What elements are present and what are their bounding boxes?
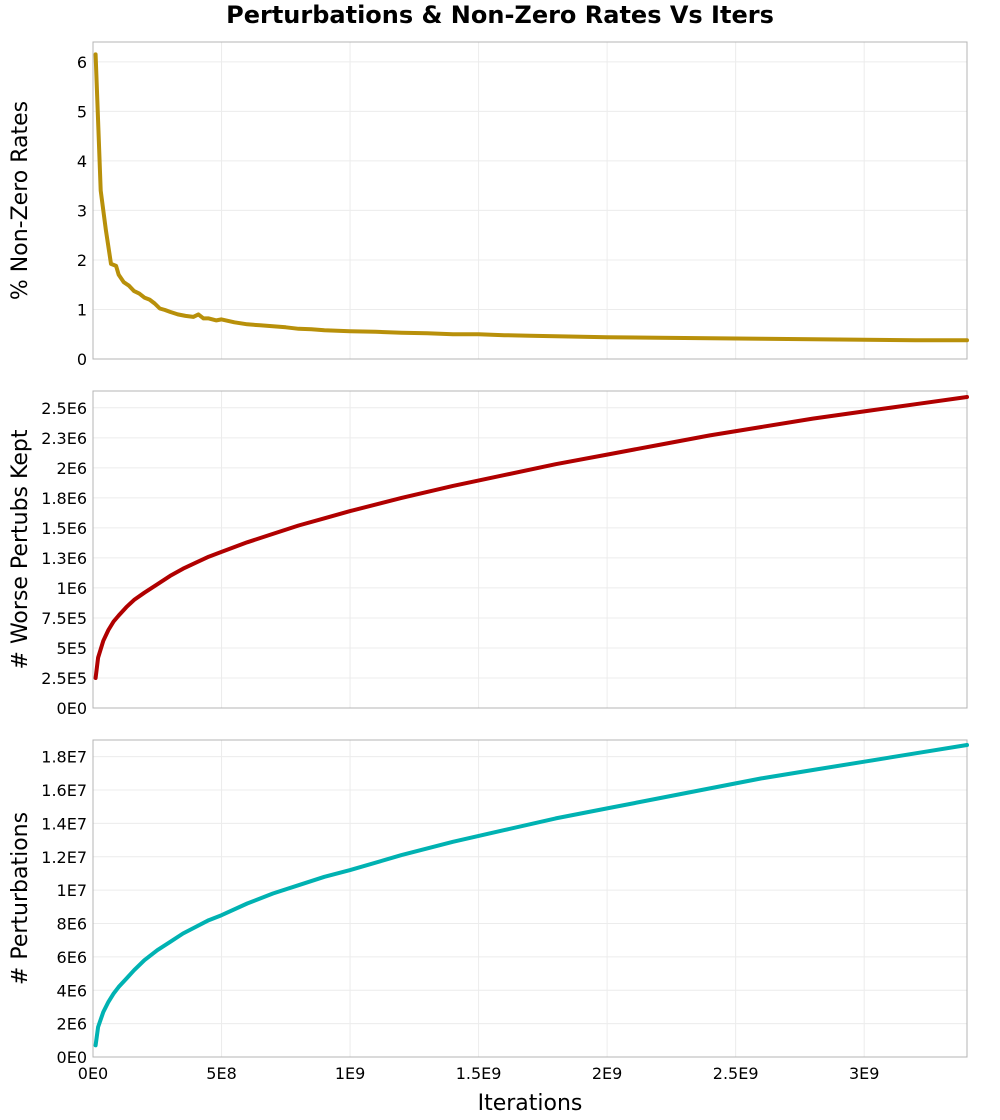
y-tick-label: 1 [77,300,87,319]
y-tick-label: 2E6 [57,459,87,478]
y-tick-label: 6E6 [57,948,87,967]
y-tick-label: 4 [77,152,87,171]
y-tick-label: 1.2E7 [41,848,87,867]
panel-nonzero-rates: 0 1 2 3 4 5 6 % Non-Zero Rates [8,41,969,369]
y-tick-label: 5 [77,102,87,121]
panel-worse-pertubs-kept: 0E0 2.5E5 5E5 7.5E5 1E6 1.3E6 1.5E6 1.8E6 2E6 2.3… [8,390,969,718]
y-axis-label: % Non-Zero Rates [8,101,33,300]
y-tick-label: 5E5 [57,639,87,658]
plot-frame [92,41,968,360]
x-axis-label: Iterations [478,1091,583,1116]
series-line [93,743,969,1048]
x-tick-label: 5E8 [206,1064,236,1083]
y-tick-label: 7.5E5 [41,609,87,628]
y-tick-label: 2.3E6 [41,429,87,448]
y-axis-label: # Worse Pertubs Kept [8,429,33,669]
plot-frame [92,390,968,709]
y-tick-label: 0E0 [57,1048,87,1067]
y-tick-label: 1.5E6 [41,519,87,538]
y-tick-label: 1.4E7 [41,814,87,833]
x-tick-label: 1.5E9 [456,1064,502,1083]
x-tick-label: 0E0 [78,1064,108,1083]
chart-title: Perturbations & Non-Zero Rates Vs Iters [226,1,774,29]
x-tick-label: 2E9 [592,1064,622,1083]
y-tick-label: 2 [77,251,87,270]
y-tick-label: 4E6 [57,981,87,1000]
y-tick-label: 6 [77,53,87,72]
plot-frame [92,739,968,1058]
x-tick-label: 2.5E9 [713,1064,759,1083]
y-tick-label: 0 [77,350,87,369]
series-line [93,395,969,680]
y-tick-label: 1.8E6 [41,489,87,508]
y-tick-label: 8E6 [57,915,87,934]
y-axis-label: # Perturbations [8,812,33,985]
x-tick-label: 1E9 [335,1064,365,1083]
y-tick-label: 2.5E5 [41,669,87,688]
y-tick-label: 1.8E7 [41,748,87,767]
y-tick-label: 2E6 [57,1015,87,1034]
y-tick-label: 1.6E7 [41,781,87,800]
panel-perturbations: 0E0 2E6 4E6 6E6 8E6 1E7 1.2E7 1.4E7 1.6E7 1.8E7 0E… [8,739,969,1083]
y-tick-label: 1E7 [57,881,87,900]
y-tick-label: 2.5E6 [41,399,87,418]
y-tick-label: 1.3E6 [41,549,87,568]
series-line [93,52,969,343]
x-tick-label: 3E9 [849,1064,879,1083]
y-tick-label: 1E6 [57,579,87,598]
y-tick-label: 3 [77,201,87,220]
y-tick-label: 0E0 [57,699,87,718]
